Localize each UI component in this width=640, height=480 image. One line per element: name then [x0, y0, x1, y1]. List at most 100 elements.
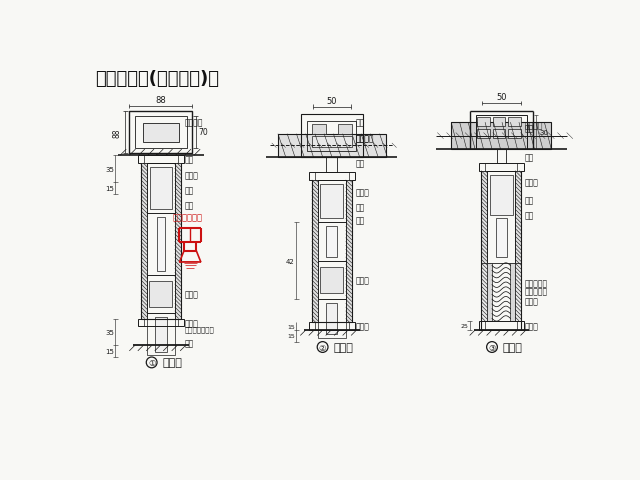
Bar	[318, 223, 346, 261]
Bar	[301, 115, 363, 157]
Text: 阻燃板: 阻燃板	[356, 276, 369, 285]
Bar	[307, 121, 356, 151]
Text: 15: 15	[105, 186, 114, 192]
Bar	[150, 168, 172, 210]
Bar	[320, 184, 344, 219]
Bar	[346, 180, 352, 323]
Bar	[479, 321, 524, 330]
Text: 吊轨: 吊轨	[356, 203, 365, 212]
Bar	[481, 264, 488, 321]
Bar	[326, 303, 337, 334]
Bar	[493, 130, 505, 139]
Text: 固定式: 固定式	[503, 342, 523, 352]
Text: 88: 88	[156, 96, 166, 105]
Bar	[318, 180, 346, 223]
Text: 吊轨: 吊轨	[525, 196, 534, 205]
Bar	[477, 130, 490, 139]
Text: 15: 15	[287, 324, 295, 329]
Bar	[312, 180, 318, 323]
Bar	[155, 317, 167, 352]
Bar	[496, 219, 507, 257]
Bar	[308, 173, 355, 180]
Bar	[141, 164, 147, 319]
Bar	[488, 264, 492, 321]
Text: 铝型材: 铝型材	[525, 179, 539, 187]
Text: 15: 15	[105, 348, 114, 355]
Text: 50: 50	[496, 93, 506, 102]
Text: 88: 88	[113, 128, 122, 137]
Text: 构造做法一(举一反三)：: 构造做法一(举一反三)：	[95, 70, 220, 88]
Text: 吊轨: 吊轨	[185, 186, 194, 195]
Bar	[479, 164, 524, 171]
Text: ③: ③	[488, 343, 496, 352]
Text: 可成体块理解: 可成体块理解	[172, 213, 202, 222]
Text: 25: 25	[460, 323, 468, 328]
Bar	[138, 319, 184, 326]
Text: 岩棉（超细: 岩棉（超细	[525, 279, 548, 288]
Bar	[497, 150, 506, 164]
Bar	[157, 217, 164, 271]
Text: 膨胀件: 膨胀件	[356, 134, 369, 143]
Bar	[147, 275, 175, 313]
Bar	[515, 264, 521, 321]
Text: ①: ①	[148, 358, 156, 367]
Text: 阻燃板: 阻燃板	[185, 290, 198, 299]
Text: 35: 35	[105, 329, 114, 336]
Bar	[477, 118, 490, 127]
Bar	[138, 156, 184, 164]
Bar	[490, 175, 513, 215]
Bar	[320, 267, 344, 293]
Text: 滚珠轴承: 滚珠轴承	[185, 119, 204, 127]
Text: 30: 30	[540, 130, 548, 136]
Text: 自落式: 自落式	[163, 358, 182, 368]
Bar	[451, 123, 551, 150]
Text: 滚珠轴承: 滚珠轴承	[525, 121, 543, 130]
Bar	[175, 164, 181, 319]
Bar	[488, 171, 515, 264]
Text: 吊项: 吊项	[185, 156, 194, 164]
Bar	[326, 157, 337, 173]
Text: 50: 50	[326, 97, 337, 106]
Bar	[326, 227, 337, 257]
Bar	[147, 164, 175, 214]
Bar	[308, 323, 355, 330]
Bar	[515, 171, 521, 264]
Text: 手动式: 手动式	[333, 342, 353, 352]
Text: 吊项: 吊项	[525, 153, 534, 162]
Text: 密封条: 密封条	[525, 322, 539, 331]
Text: 42: 42	[286, 258, 295, 264]
Text: 吊环: 吊环	[185, 202, 194, 210]
Bar	[481, 171, 488, 264]
Bar	[312, 124, 326, 135]
Bar	[476, 116, 527, 150]
Text: 铝型材: 铝型材	[356, 188, 369, 197]
Text: 吊环: 吊环	[525, 211, 534, 220]
Bar	[135, 117, 187, 148]
Bar	[511, 264, 515, 321]
Bar	[278, 134, 386, 157]
Bar	[149, 281, 172, 307]
Bar	[147, 214, 175, 275]
Bar	[318, 300, 346, 338]
Bar	[508, 130, 520, 139]
Text: 密封条: 密封条	[356, 322, 369, 331]
Text: 滚珠轴承: 滚珠轴承	[356, 134, 374, 143]
Bar	[508, 118, 520, 127]
Text: 吊钩: 吊钩	[525, 125, 534, 133]
Bar	[318, 261, 346, 300]
Text: 15: 15	[287, 333, 295, 338]
Text: 自落弹簧压缩杆: 自落弹簧压缩杆	[185, 325, 214, 332]
Text: 70: 70	[198, 128, 209, 137]
Text: 密封条: 密封条	[185, 318, 198, 327]
Bar	[129, 111, 193, 154]
Text: 铝型材: 铝型材	[185, 171, 198, 180]
Bar	[156, 154, 166, 156]
Text: 玻璃丝棉）: 玻璃丝棉）	[525, 287, 548, 296]
Bar	[493, 118, 505, 127]
Text: 导轨: 导轨	[356, 119, 365, 127]
Bar	[338, 124, 352, 135]
Bar	[147, 313, 175, 356]
Text: 阻燃板: 阻燃板	[525, 297, 539, 305]
Text: 吊环: 吊环	[185, 338, 194, 347]
Text: 35: 35	[105, 167, 114, 172]
